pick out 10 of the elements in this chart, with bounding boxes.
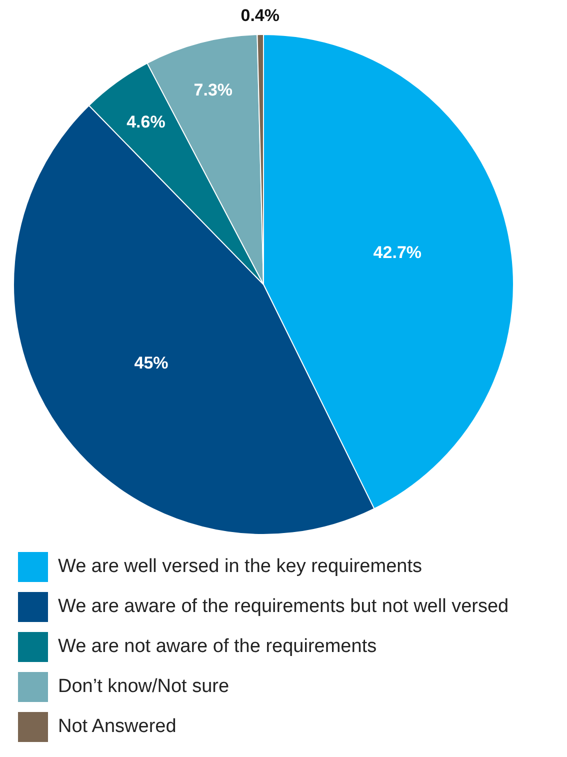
data-label: 7.3% — [194, 80, 233, 100]
data-label: 0.4% — [240, 6, 280, 26]
legend-label: Don’t know/Not sure — [58, 676, 230, 698]
legend-label: We are aware of the requirements but not well versed — [58, 596, 509, 618]
data-label: 45% — [134, 354, 168, 373]
data-label: 4.6% — [126, 112, 166, 132]
data-label: 42.7% — [373, 242, 422, 262]
legend-label: Not Answered — [58, 716, 176, 738]
legend-label: We are well versed in the key requirements — [58, 556, 422, 578]
legend-label: We are not aware of the requirements — [58, 636, 377, 658]
